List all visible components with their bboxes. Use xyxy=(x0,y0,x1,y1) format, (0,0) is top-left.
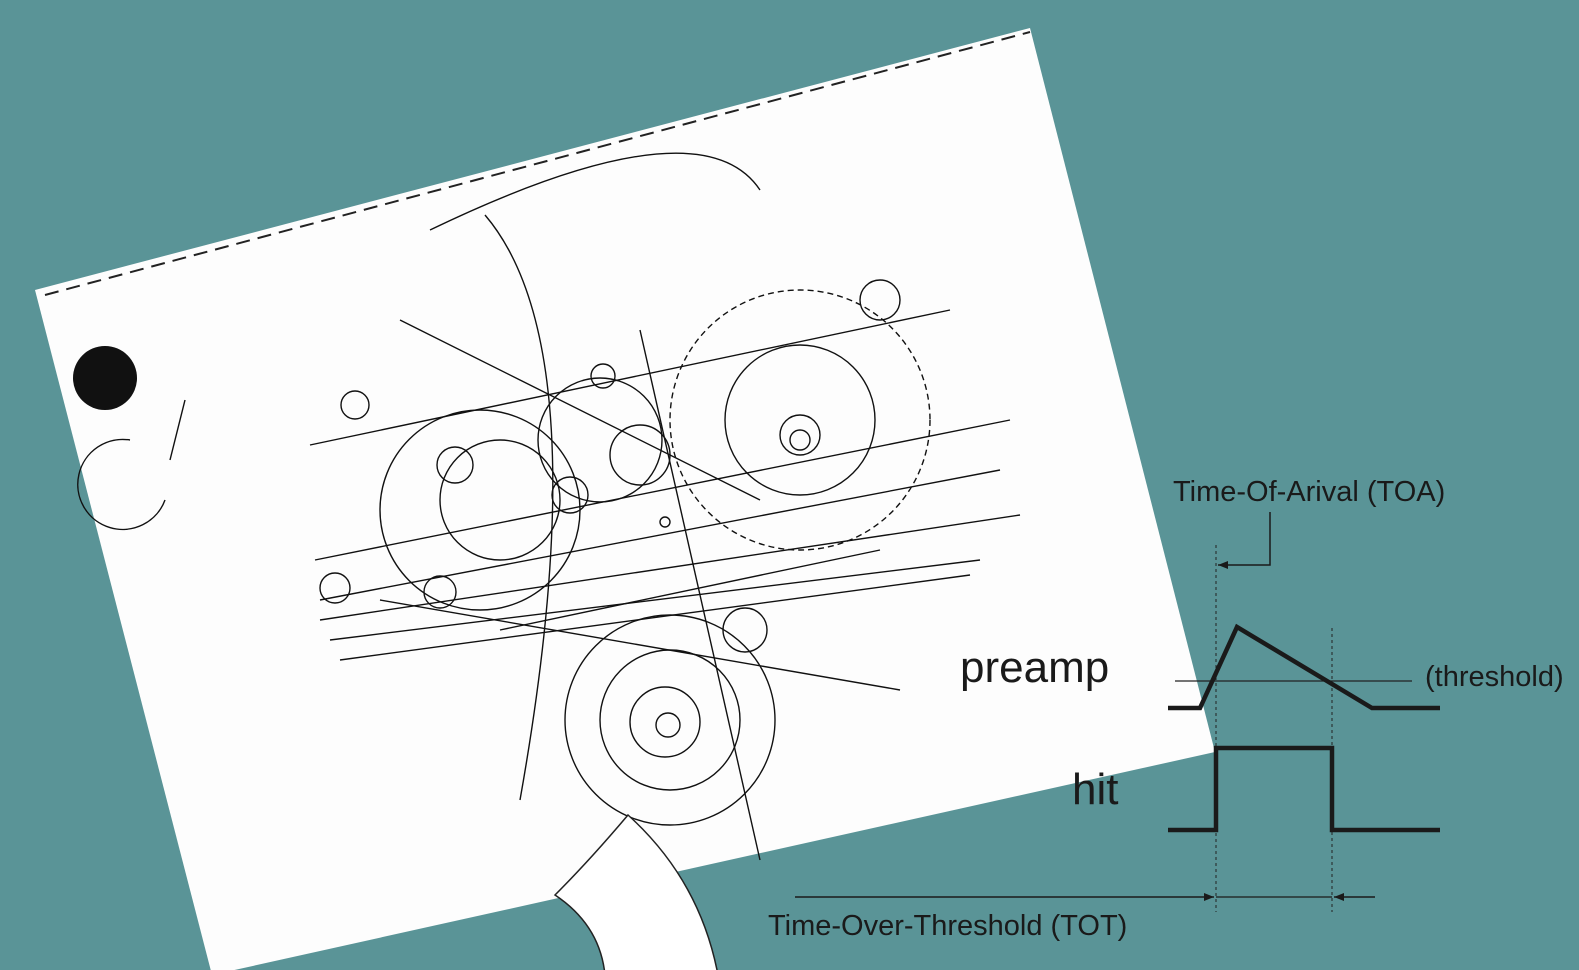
preamp-waveform xyxy=(1168,623,1440,711)
toa-arrow xyxy=(1218,512,1271,569)
timing-diagram xyxy=(795,512,1440,912)
tot-label: Time-Over-Threshold (TOT) xyxy=(768,910,1127,942)
hit-label: hit xyxy=(1072,765,1118,814)
tracks xyxy=(44,31,1031,861)
photo xyxy=(35,28,1215,970)
preamp-label: preamp xyxy=(960,643,1109,692)
hit-waveform xyxy=(1168,745,1440,833)
arrow-shape xyxy=(553,813,718,970)
toa-label: Time-Of-Arival (TOA) xyxy=(1173,476,1445,508)
threshold-label: (threshold) xyxy=(1425,661,1564,693)
